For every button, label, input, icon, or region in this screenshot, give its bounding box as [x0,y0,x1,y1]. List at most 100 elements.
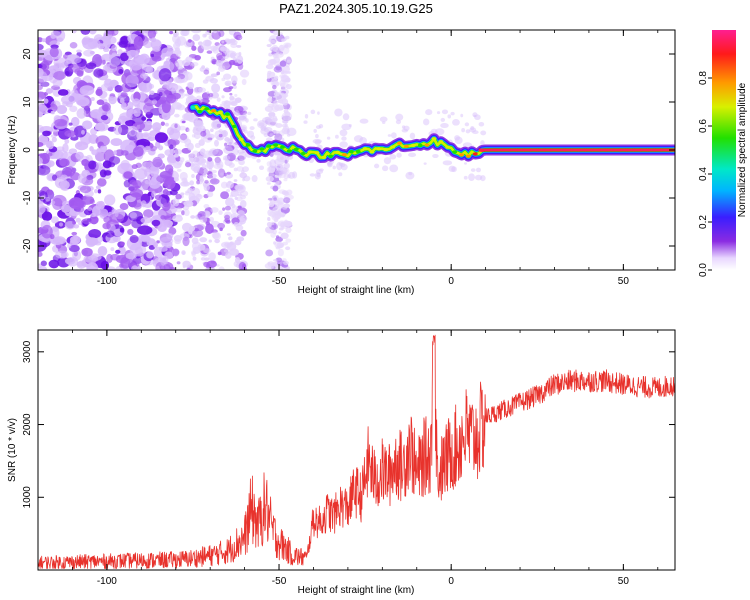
spectrogram-noise-blob [75,217,81,223]
spectrogram-noise-blob [235,112,241,116]
spectrogram-noise-blob [229,194,234,198]
spectrogram-y-tick-label: 10 [22,96,33,108]
spectrogram-noise-blob [474,174,483,181]
spectrogram-noise-blob [69,105,78,113]
spectrogram-noise-blob [229,95,235,101]
spectrogram-noise-blob [45,88,53,94]
spectrogram-noise-blob [442,160,453,166]
spectrogram-noise-blob [158,145,164,151]
spectrogram-noise-blob [233,221,239,227]
spectrogram-noise-blob [151,37,157,43]
spectrogram-noise-blob [200,130,207,137]
spectrogram-noise-blob [285,238,292,243]
spectrogram-noise-blob [61,94,77,105]
spectrogram-noise-blob [87,207,93,211]
spectrogram-noise-blob [133,36,144,50]
spectrogram-noise-blob [273,100,279,105]
spectrogram-noise-blob [315,134,319,139]
spectrogram-ridge-point [348,150,354,154]
spectrogram-noise-blob [115,249,121,254]
spectrogram-noise-blob [284,159,288,164]
spectrogram-noise-blob [64,71,70,76]
spectrogram-noise-blob [136,225,153,235]
spectrogram-noise-blob [263,126,273,133]
spectrogram-noise-layer [38,30,487,270]
spectrogram-noise-blob [450,111,455,116]
spectrogram-noise-blob [342,113,350,121]
spectrogram-noise-blob [128,58,144,71]
spectrogram-noise-blob [164,164,174,174]
spectrogram-noise-blob [451,166,457,173]
spectrogram-noise-blob [281,111,293,121]
spectrogram-noise-blob [463,162,467,165]
spectrogram-noise-blob [281,38,286,42]
spectrogram-noise-blob [280,74,289,83]
spectrogram-noise-blob [272,84,277,90]
spectrogram-noise-blob [133,202,142,210]
spectrogram-noise-blob [234,93,238,97]
spectrogram-noise-blob [49,233,55,240]
spectrogram-noise-blob [48,259,60,269]
spectrogram-noise-blob [117,49,123,55]
spectrogram-noise-blob [174,148,182,155]
spectrogram-ridge-point [355,149,361,154]
spectrogram-ridge-point [211,109,217,113]
spectrogram-noise-blob [191,134,196,138]
spectrogram-noise-blob [140,235,151,243]
spectrogram-ridge-point [445,145,451,149]
spectrogram-noise-blob [151,219,161,227]
spectrogram-noise-blob [463,175,468,180]
spectrogram-noise-blob [395,113,404,121]
snr-y-axis-label: SNR (10 * v/v) [7,418,18,482]
spectrogram-noise-blob [167,138,180,146]
spectrogram-ridge-point [218,110,223,114]
spectrogram-noise-blob [275,92,287,101]
spectrogram-noise-blob [279,106,284,111]
spectrogram-noise-blob [465,129,471,134]
spectrogram-noise-blob [202,79,209,84]
spectrogram-noise-blob [460,113,464,118]
spectrogram-noise-blob [222,207,226,211]
spectrogram-noise-blob [69,42,78,49]
spectrogram-ridge-point [300,151,306,156]
spectrogram-noise-blob [76,261,85,267]
spectrogram-noise-blob [38,157,43,165]
spectrogram-ridge-point [266,144,272,148]
spectrogram-noise-blob [379,116,388,123]
spectrogram-noise-blob [131,164,138,170]
spectrogram-noise-blob [151,190,156,198]
spectrogram-noise-blob [216,52,224,60]
spectrogram-noise-blob [436,111,441,115]
spectrogram-x-tick-label: -50 [272,276,287,287]
spectrogram-noise-blob [318,123,324,129]
spectrogram-noise-blob [211,83,221,93]
spectrogram-noise-blob [282,70,289,75]
spectrogram-ridge-point [252,149,258,153]
spectrogram-noise-blob [205,164,211,169]
spectrogram-noise-blob [286,127,297,137]
spectrogram-noise-blob [144,145,151,153]
spectrogram-noise-blob [480,140,485,146]
spectrogram-noise-blob [390,132,397,139]
spectrogram-noise-blob [51,136,57,143]
spectrogram-noise-blob [217,222,226,230]
spectrogram-noise-blob [220,181,228,189]
spectrogram-noise-blob [191,174,195,179]
spectrogram-noise-blob [128,179,139,193]
spectrogram-noise-blob [67,243,72,249]
spectrogram-noise-blob [285,35,290,40]
spectrogram-noise-blob [204,211,211,219]
spectrogram-noise-blob [146,251,154,259]
spectrogram-ridge-point [472,152,478,156]
spectrogram-noise-blob [146,120,153,126]
spectrogram-noise-blob [286,134,291,137]
colorbar-tick-label: 0.0 [698,263,709,277]
spectrogram-noise-blob [194,143,201,149]
spectrogram-noise-blob [72,56,82,64]
spectrogram-noise-blob [278,231,282,234]
spectrogram-noise-blob [182,70,189,76]
spectrogram-noise-blob [197,41,203,46]
spectrogram-noise-blob [473,114,476,118]
spectrogram-noise-blob [205,150,210,154]
spectrogram-noise-blob [90,96,95,101]
